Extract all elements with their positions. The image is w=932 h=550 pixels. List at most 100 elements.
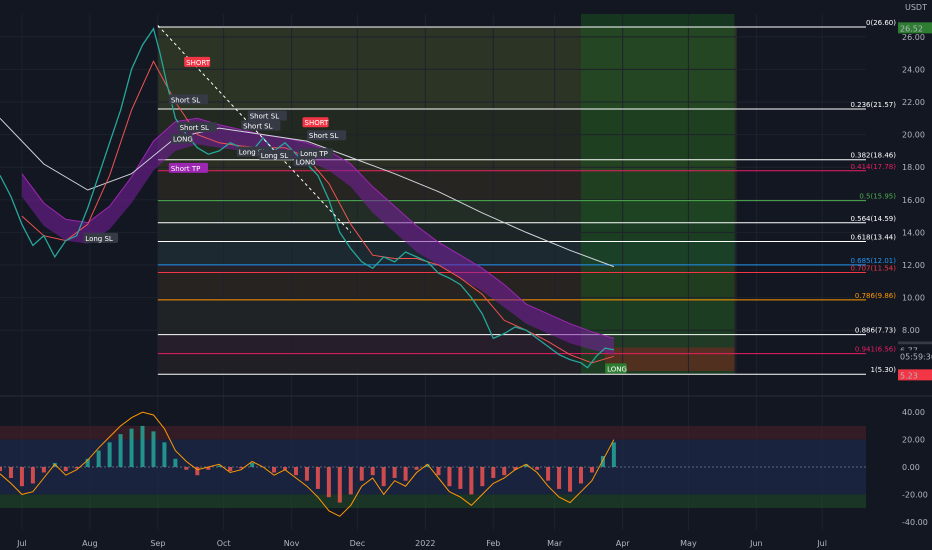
osc-bar [74, 467, 79, 469]
x-tick-label: Mar [547, 539, 563, 548]
signal-label: Short SL [250, 113, 279, 121]
signal-label: Short SL [171, 96, 200, 104]
x-tick-label: May [680, 539, 697, 548]
osc-bar [480, 467, 485, 487]
osc-bar [206, 467, 211, 470]
osc-bar [414, 467, 419, 470]
x-tick-label: Oct [217, 539, 231, 548]
ema-band-upper [21, 117, 615, 339]
osc-bar [85, 458, 90, 467]
fib-zones [157, 14, 737, 375]
osc-bar [469, 467, 474, 495]
target-zone [580, 14, 735, 375]
osc-bar [293, 467, 298, 476]
osc-bar [228, 467, 233, 472]
fib-label: 0.941(6.56) [855, 346, 896, 354]
osc-bar [30, 467, 35, 484]
osc-bar [173, 458, 178, 467]
osc-bar [217, 465, 222, 467]
signal-badge [168, 94, 209, 105]
osc-bar [162, 442, 167, 467]
osc-bar [118, 434, 123, 467]
price-tick-label: 26.00 [902, 33, 925, 42]
fib-label: 0.414(17.78) [850, 163, 896, 171]
price-tick-label: 10.00 [902, 294, 925, 303]
price-tick-label: 18.00 [902, 163, 925, 172]
fib-label: 0(26.60) [866, 19, 896, 27]
axes: USDT Jul Aug Sep Oct Nov Dec 2022 Feb Mar Apr May J… [16, 3, 932, 548]
fib-zone [157, 27, 737, 110]
osc-bar [381, 467, 386, 487]
fib-levels: 0(26.60) 0.236(21.57) 0.382(18.46) 0.414(17… [157, 19, 896, 375]
fib-label: 0.786(9.86) [855, 292, 896, 300]
price-badge [898, 344, 932, 356]
x-tick-label: Apr [616, 539, 631, 548]
osc-bar [578, 467, 583, 484]
currency-label: USDT [905, 3, 927, 12]
signal-label: Long TP [300, 150, 328, 158]
osc-bar [63, 467, 68, 472]
osc-bar [315, 467, 320, 489]
osc-bar [502, 467, 507, 476]
signal-label: SHORT [305, 119, 330, 127]
fib-label: 0.236(21.57) [850, 101, 896, 109]
osc-tick-label: 40.00 [902, 408, 925, 417]
signal-label: LONG [607, 365, 627, 373]
osc-bar [129, 428, 134, 467]
fib-zone [157, 299, 737, 335]
signal-badge [184, 56, 211, 67]
osc-tick-label: 0.00 [902, 463, 920, 472]
price-tick-label: 14.00 [902, 228, 925, 237]
price-badge [898, 350, 932, 362]
signal-label: Long SL [261, 152, 289, 160]
signal-badge [241, 120, 281, 131]
oscillator-pane [0, 411, 866, 517]
osc-bar [359, 467, 364, 481]
osc-bar [568, 467, 573, 492]
osc-tick-label: 20.00 [902, 436, 925, 445]
osc-bar [546, 467, 551, 481]
osc-bar [0, 467, 2, 472]
signal-label: LONG [296, 158, 316, 166]
price-badge [898, 369, 932, 381]
price-badge [898, 22, 932, 34]
osc-bar [283, 467, 288, 470]
price-tick-label: 22.00 [902, 98, 925, 107]
osc-bar [535, 467, 540, 470]
osc-bar [140, 425, 145, 467]
signal-badge [298, 148, 333, 159]
signal-badge [293, 156, 316, 167]
price-tick-label: 8.00 [902, 326, 920, 335]
fib-label: 0.707(11.54) [850, 265, 896, 273]
signal-label: SHORT [186, 59, 211, 67]
signal-label: Long SL [85, 235, 113, 243]
x-tick-label: Sep [150, 539, 165, 548]
osc-bar [403, 467, 408, 481]
signal-label: Short SL [243, 122, 272, 130]
fib-label: 1(5.30) [870, 366, 896, 374]
osc-bar [96, 450, 101, 467]
osc-bar [151, 431, 156, 467]
fib-label: 0.564(14.59) [850, 215, 896, 223]
signal-badge [168, 162, 209, 173]
osc-bar [239, 467, 244, 469]
osc-bar [19, 467, 24, 487]
fib-label: 0.685(12.01) [850, 257, 896, 265]
price-badge-label: 5.23 [900, 371, 918, 380]
x-tick-label: Jul [16, 539, 27, 548]
signal-badge [177, 122, 217, 133]
osc-bar [195, 467, 200, 476]
osc-bar [524, 464, 529, 467]
osc-bar [272, 467, 277, 473]
osc-bar [513, 467, 518, 470]
price-badge-label: 26.52 [900, 24, 923, 33]
fib-zone [157, 159, 737, 171]
osc-bar [304, 467, 309, 481]
ema-band-fill [21, 118, 614, 355]
sma-long-line [0, 117, 615, 268]
osc-bar [107, 442, 112, 467]
signal-label: LONG [173, 136, 193, 144]
osc-bar [370, 467, 375, 476]
